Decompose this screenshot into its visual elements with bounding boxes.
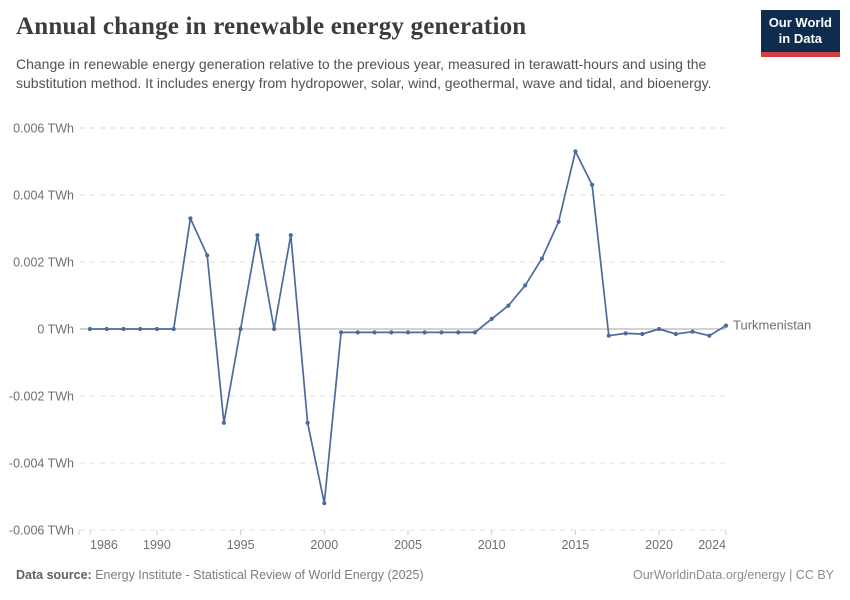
data-point[interactable]	[623, 331, 628, 336]
data-source-label: Data source:	[16, 568, 92, 582]
y-tick-label: 0.002 TWh	[13, 256, 74, 270]
data-point[interactable]	[489, 316, 494, 321]
data-point[interactable]	[657, 326, 662, 332]
data-point[interactable]	[87, 326, 93, 332]
data-point[interactable]	[539, 256, 545, 261]
data-point[interactable]	[171, 326, 176, 332]
data-point[interactable]	[690, 329, 695, 334]
data-point[interactable]	[573, 149, 578, 154]
x-tick-label: 2020	[645, 538, 673, 552]
data-point[interactable]	[422, 330, 427, 335]
data-point[interactable]	[238, 326, 243, 332]
data-point[interactable]	[439, 330, 444, 335]
data-point[interactable]	[556, 219, 561, 224]
x-tick-label: 1995	[227, 538, 255, 552]
data-point[interactable]	[154, 326, 159, 332]
data-point[interactable]	[472, 330, 477, 335]
data-source: Data source: Energy Institute - Statisti…	[16, 568, 424, 582]
data-point[interactable]	[104, 326, 109, 332]
credit-link[interactable]: OurWorldinData.org/energy | CC BY	[632, 568, 834, 582]
x-tick-label: 2010	[478, 538, 506, 552]
data-point[interactable]	[205, 253, 210, 258]
data-point[interactable]	[372, 330, 377, 335]
owid-logo-line1: Our World	[768, 15, 832, 30]
y-tick-label: 0.004 TWh	[13, 189, 74, 203]
y-tick-label: -0.004 TWh	[9, 457, 74, 471]
x-tick-label: 2024	[698, 538, 726, 552]
data-point[interactable]	[272, 326, 277, 332]
chart-subtitle: Change in renewable energy generation re…	[16, 56, 712, 91]
owid-logo-line2: in Data	[778, 31, 823, 46]
data-point[interactable]	[305, 420, 310, 425]
chart-footer: Data source: Energy Institute - Statisti…	[16, 568, 834, 582]
data-point[interactable]	[723, 323, 729, 328]
y-tick-label: 0.006 TWh	[13, 122, 74, 136]
x-tick-label: 2015	[561, 538, 589, 552]
owid-logo[interactable]: Our World in Data	[760, 10, 840, 57]
data-point[interactable]	[606, 333, 611, 338]
data-point[interactable]	[288, 233, 293, 238]
data-point[interactable]	[339, 330, 344, 335]
data-point[interactable]	[405, 330, 411, 335]
y-tick-label: 0 TWh	[37, 323, 74, 337]
data-point[interactable]	[255, 233, 260, 238]
x-tick-label: 2000	[310, 538, 338, 552]
data-point[interactable]	[640, 331, 645, 337]
y-tick-label: -0.006 TWh	[9, 524, 74, 538]
data-source-text: Energy Institute - Statistical Review of…	[95, 568, 424, 582]
data-point[interactable]	[121, 326, 126, 332]
data-point[interactable]	[188, 216, 193, 221]
series-line[interactable]	[90, 150, 727, 505]
y-tick-label: -0.002 TWh	[9, 390, 74, 404]
x-tick-label: 1986	[90, 538, 118, 552]
data-point[interactable]	[506, 303, 511, 308]
x-tick-label: 2005	[394, 538, 422, 552]
data-point[interactable]	[456, 330, 461, 335]
data-point[interactable]	[673, 331, 678, 337]
data-point[interactable]	[355, 330, 360, 335]
data-point[interactable]	[590, 182, 595, 187]
page-title: Annual change in renewable energy genera…	[16, 13, 527, 40]
data-point[interactable]	[138, 326, 143, 332]
x-tick-label: 1990	[143, 538, 171, 552]
data-point[interactable]	[389, 330, 394, 335]
entity-label[interactable]: Turkmenistan	[733, 318, 811, 333]
data-point[interactable]	[707, 333, 712, 338]
data-point[interactable]	[221, 420, 226, 425]
data-point[interactable]	[523, 283, 528, 288]
data-point[interactable]	[322, 501, 327, 506]
